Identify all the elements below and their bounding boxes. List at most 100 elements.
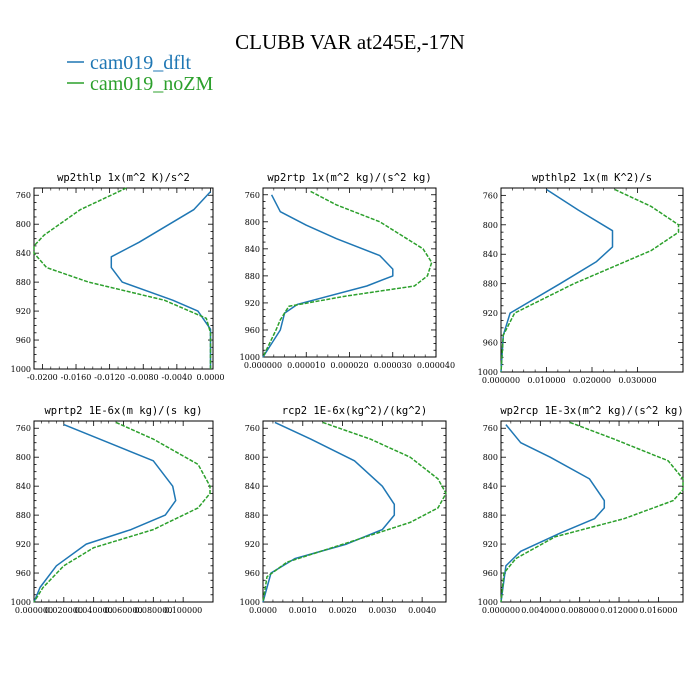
series-line-cam019_dflt <box>500 188 614 373</box>
panels: wp2thlp 1x(m^2 K)/s^2 760 800 840 880 920 960 1… <box>11 172 684 615</box>
x-tick-label: 0.0010 <box>289 606 317 615</box>
x-tick-label: 0.080000 <box>134 606 172 615</box>
series-line-cam019_dflt <box>33 423 177 603</box>
x-tick-label: -0.0200 <box>27 373 58 382</box>
panel-3: wpthlp2 1x(m K^2)/s 760 800 840 880 920 960 100… <box>478 172 684 385</box>
legend-label-nozm: cam019_noZM <box>90 73 214 95</box>
y-tick-label: 920 <box>245 540 260 549</box>
x-tick-label: 0.060000 <box>104 606 142 615</box>
y-tick-label: 880 <box>16 278 31 287</box>
series-line-cam019_dflt <box>262 421 396 603</box>
figure-title: CLUBB VAR at245E,-17N <box>235 30 465 54</box>
x-tick-label: 0.000000 <box>15 606 53 615</box>
x-tick-label: 0.0040 <box>408 606 436 615</box>
series-line-cam019_dflt <box>110 191 212 369</box>
y-tick-label: 1000 <box>11 598 31 607</box>
x-tick-label: 0.000000 <box>482 606 520 615</box>
x-tick-label: 0.004000 <box>521 606 559 615</box>
x-tick-label: 0.0000 <box>196 373 224 382</box>
series-line-cam019_noZM <box>500 188 680 373</box>
y-tick-label: 840 <box>483 250 498 259</box>
y-tick-label: 920 <box>16 307 31 316</box>
y-tick-label: 960 <box>245 326 260 335</box>
y-tick-label: 800 <box>245 218 260 227</box>
panel-title: wpthlp2 1x(m K^2)/s <box>532 172 652 184</box>
panel-title: wp2rtp 1x(m^2 kg)/(s^2 kg) <box>267 172 431 184</box>
panel-title: wp2rcp 1E-3x(m^2 kg)/(s^2 kg) <box>500 405 683 417</box>
x-tick-label: 0.000010 <box>287 361 325 370</box>
x-tick-label: 0.000000 <box>244 361 282 370</box>
x-tick-label: 0.016000 <box>639 606 677 615</box>
x-tick-label: 0.0020 <box>329 606 357 615</box>
y-tick-label: 760 <box>16 424 31 433</box>
x-tick-label: 0.030000 <box>618 376 656 385</box>
y-tick-label: 800 <box>16 453 31 462</box>
x-tick-label: 0.010000 <box>527 376 565 385</box>
plot-frame <box>500 187 684 373</box>
plot-frame <box>500 420 684 603</box>
panel-title: wp2thlp 1x(m^2 K)/s^2 <box>57 172 190 184</box>
panel-title: wprtp2 1E-6x(m kg)/(s kg) <box>44 405 202 417</box>
y-tick-label: 840 <box>483 482 498 491</box>
y-tick-label: 840 <box>16 482 31 491</box>
x-tick-label: 0.012000 <box>600 606 638 615</box>
y-tick-label: 1000 <box>478 598 498 607</box>
panel-title: rcp2 1E-6x(kg^2)/(kg^2) <box>282 405 427 417</box>
y-tick-label: 840 <box>245 245 260 254</box>
x-tick-label: 0.000000 <box>482 376 520 385</box>
x-tick-label: -0.0120 <box>94 373 125 382</box>
x-tick-label: 0.020000 <box>573 376 611 385</box>
series-line-cam019_dflt <box>262 194 394 358</box>
panel-6: wp2rcp 1E-3x(m^2 kg)/(s^2 kg)760 800 840 88… <box>478 405 684 615</box>
y-tick-label: 800 <box>483 221 498 230</box>
panel-2: wp2rtp 1x(m^2 kg)/(s^2 kg) 760 800 840 880 92… <box>240 172 455 370</box>
y-tick-label: 800 <box>16 220 31 229</box>
x-tick-label: 0.008000 <box>561 606 599 615</box>
y-tick-label: 880 <box>245 511 260 520</box>
panel-4: wprtp2 1E-6x(m kg)/(s kg) 760 800 840 880 920… <box>11 405 214 615</box>
x-tick-label: -0.0080 <box>128 373 159 382</box>
plot-frame <box>33 187 214 370</box>
panel-1: wp2thlp 1x(m^2 K)/s^2 760 800 840 880 920 960 1… <box>11 172 225 382</box>
y-tick-label: 880 <box>483 511 498 520</box>
y-tick-label: 840 <box>245 482 260 491</box>
y-tick-label: 760 <box>16 191 31 200</box>
y-tick-label: 920 <box>245 299 260 308</box>
x-tick-label: 0.0030 <box>368 606 396 615</box>
series-line-cam019_noZM <box>33 187 212 369</box>
y-tick-label: 840 <box>16 249 31 258</box>
series-line-cam019_noZM <box>262 190 433 358</box>
y-tick-label: 920 <box>16 540 31 549</box>
y-tick-label: 760 <box>245 191 260 200</box>
x-tick-label: 0.000040 <box>417 361 455 370</box>
legend: cam019_dflt cam019_noZM <box>67 52 214 95</box>
plot-frame <box>262 420 447 603</box>
panel-5: rcp2 1E-6x(kg^2)/(kg^2) 760 800 840 880 920 96… <box>240 405 447 615</box>
y-tick-label: 1000 <box>240 353 260 362</box>
y-tick-label: 880 <box>483 280 498 289</box>
series-line-cam019_noZM <box>500 421 684 603</box>
y-tick-label: 800 <box>483 453 498 462</box>
x-tick-label: 0.020000 <box>45 606 83 615</box>
y-tick-label: 880 <box>245 272 260 281</box>
x-tick-label: 0.0000 <box>249 606 277 615</box>
series-line-cam019_dflt <box>500 424 606 603</box>
x-tick-label: 0.000030 <box>374 361 412 370</box>
y-tick-label: 1000 <box>478 368 498 377</box>
y-tick-label: 1000 <box>240 598 260 607</box>
x-tick-label: 0.000020 <box>330 361 368 370</box>
y-tick-label: 960 <box>16 569 31 578</box>
y-tick-label: 800 <box>245 453 260 462</box>
y-tick-label: 960 <box>245 569 260 578</box>
plot-frame <box>262 187 437 358</box>
x-tick-label: -0.0040 <box>162 373 193 382</box>
x-tick-label: -0.0160 <box>61 373 92 382</box>
y-tick-label: 760 <box>483 191 498 200</box>
y-tick-label: 880 <box>16 511 31 520</box>
y-tick-label: 960 <box>16 336 31 345</box>
y-tick-label: 1000 <box>11 365 31 374</box>
series-line-cam019_noZM <box>33 421 211 603</box>
y-tick-label: 920 <box>483 540 498 549</box>
x-tick-label: 0.100000 <box>164 606 202 615</box>
